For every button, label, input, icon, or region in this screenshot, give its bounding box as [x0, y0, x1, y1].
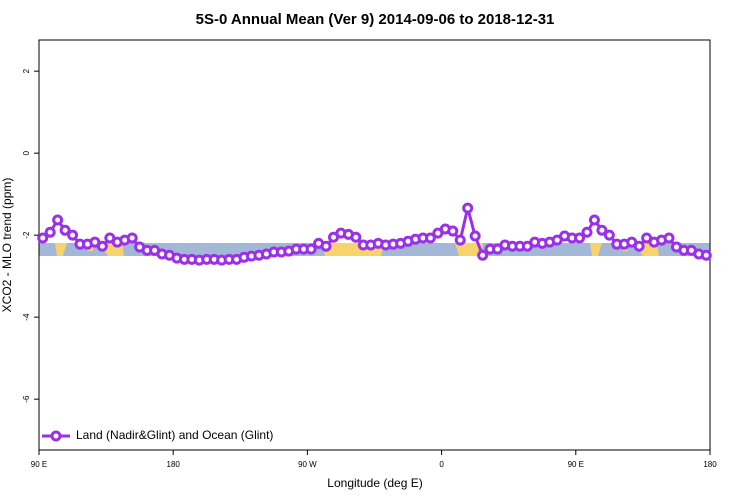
data-point — [350, 231, 362, 243]
plot-frame — [38, 39, 711, 451]
data-point — [588, 214, 600, 226]
data-point — [462, 202, 474, 214]
data-point — [447, 225, 459, 237]
data-point — [477, 249, 489, 261]
data-point — [424, 232, 436, 244]
data-point — [603, 229, 615, 241]
x-tick-label: 180 — [703, 460, 717, 469]
data-point — [52, 214, 64, 226]
data-point — [700, 249, 712, 261]
x-tick-label: 180 — [167, 460, 181, 469]
data-point — [454, 234, 466, 246]
y-tick-label: -4 — [22, 313, 31, 321]
marks — [37, 202, 712, 266]
legend: Land (Nadir&Glint) and Ocean (Glint) — [42, 428, 273, 442]
chart-title: 5S-0 Annual Mean (Ver 9) 2014-09-06 to 2… — [196, 11, 555, 28]
data-point — [320, 240, 332, 252]
data-point — [469, 230, 481, 242]
data-point — [126, 232, 138, 244]
x-tick-label: 90 E — [31, 460, 47, 469]
data-point — [305, 243, 317, 255]
x-tick-label: 90 W — [298, 460, 317, 469]
data-point — [59, 224, 71, 236]
land-patches — [55, 243, 659, 256]
y-axis-label: XCO2 - MLO trend (ppm) — [0, 178, 14, 313]
data-point — [96, 240, 108, 252]
data-point — [663, 232, 675, 244]
data-point — [581, 226, 593, 238]
x-axis-label: Longitude (deg E) — [327, 476, 422, 490]
y-tick-label: 2 — [22, 68, 31, 73]
x-tick-label: 90 E — [568, 460, 584, 469]
legend-label: Land (Nadir&Glint) and Ocean (Glint) — [76, 428, 273, 442]
legend-marker — [50, 430, 62, 442]
data-point — [574, 232, 586, 244]
data-point — [37, 232, 49, 244]
data-point — [44, 226, 56, 238]
y-tick-label: 0 — [22, 150, 31, 155]
y-tick-label: -2 — [22, 231, 31, 239]
data-point — [67, 229, 79, 241]
data-point — [596, 224, 608, 236]
x-tick-label: 0 — [439, 460, 444, 469]
data-point — [633, 240, 645, 252]
y-tick-label: -6 — [22, 395, 31, 403]
